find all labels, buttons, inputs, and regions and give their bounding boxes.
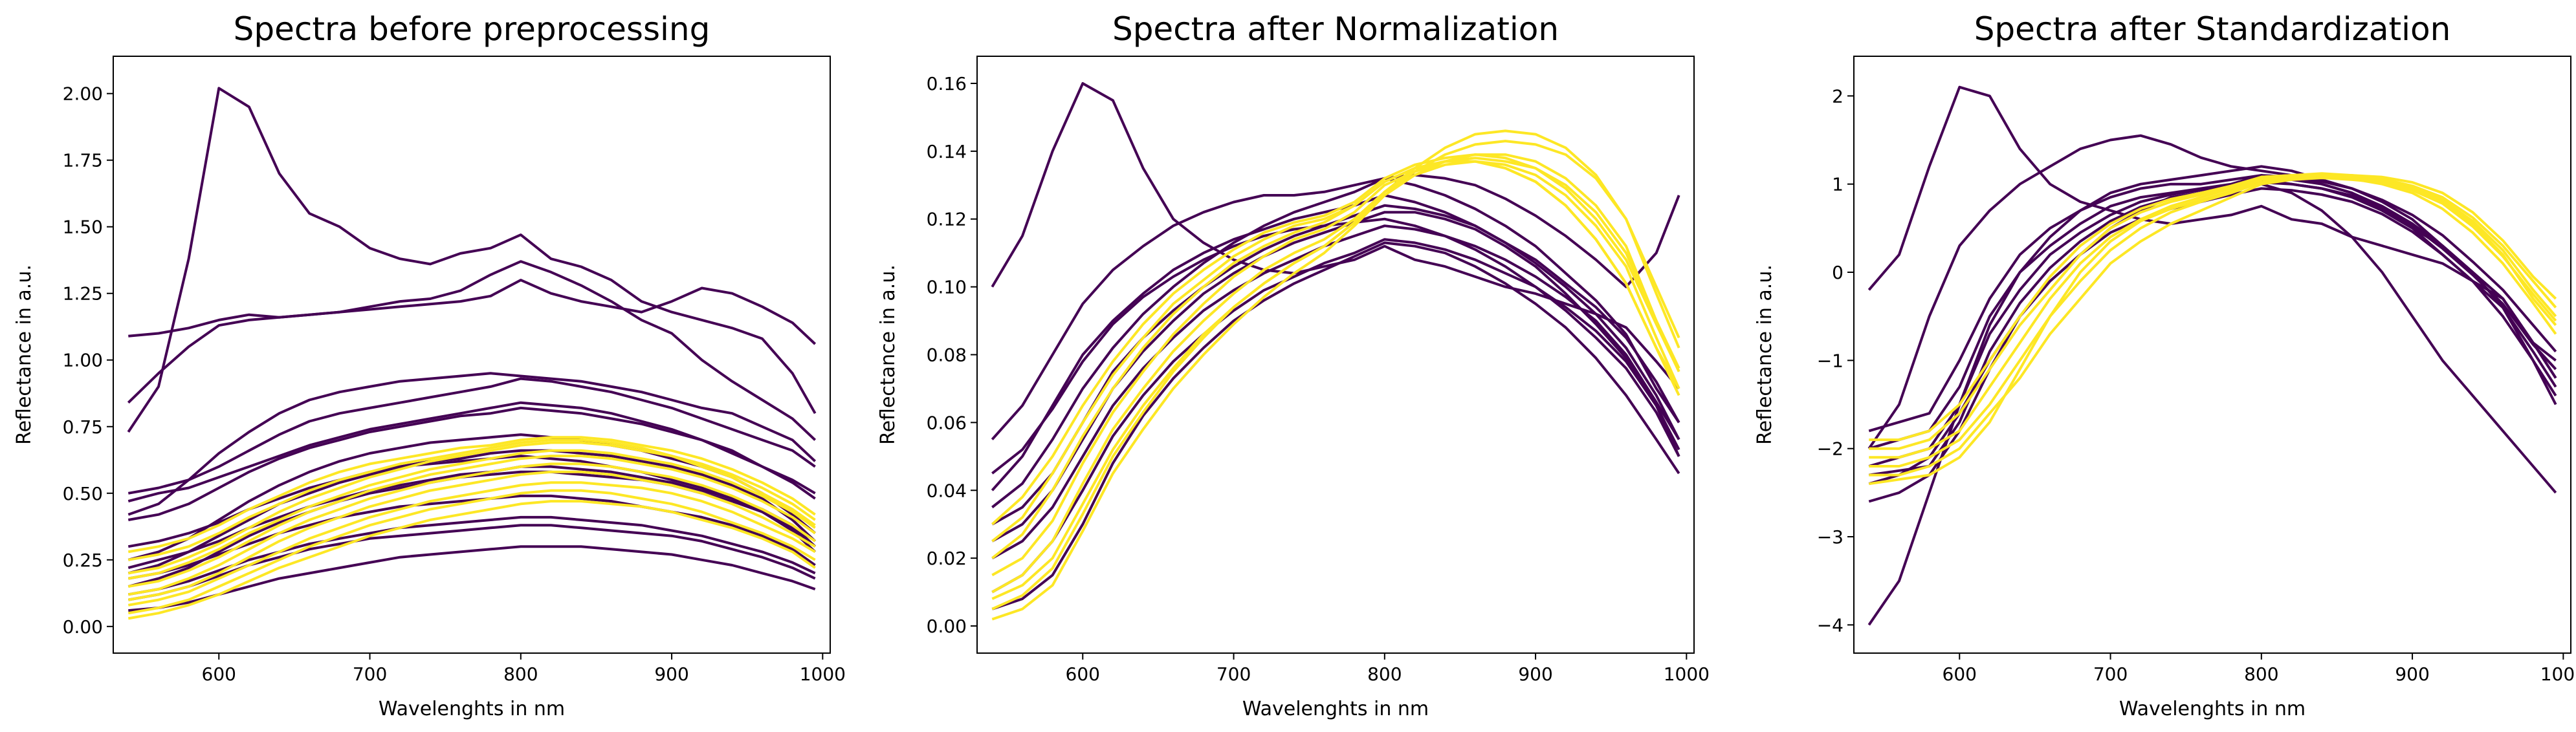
y-tick-label: −4: [1817, 614, 1844, 636]
series-line-purple-2: [128, 279, 817, 345]
series-line-purple-9: [127, 449, 817, 575]
series-line-yellow-3: [127, 455, 816, 588]
series-line-purple-1: [1867, 85, 2557, 379]
x-tick-label: 900: [2395, 663, 2429, 685]
y-tick-label: 1.50: [63, 217, 103, 238]
chart-panel-after-normalization: 600 700 800 900 1000 0.00 0.02 0.04 0.06 0.08 0.10…: [877, 10, 1710, 720]
chart-panel-after-standardization: 600 700 800 900 1000 −4 −3 −2 −1 0 1 2 Spectra after…: [1754, 10, 2576, 720]
series-layer: [127, 87, 817, 620]
x-tick-label: 1000: [800, 663, 846, 685]
series-line-purple-5: [1868, 174, 2557, 450]
x-axis-label: Wavelenghts in nm: [2119, 698, 2306, 720]
x-tick-label: 600: [202, 663, 236, 685]
series-line-purple-3: [127, 260, 817, 441]
series-line-yellow-9: [127, 449, 816, 580]
series-line-yellow-1: [1869, 177, 2557, 477]
axes-frame: [1853, 56, 2571, 654]
y-tick-label: −1: [1817, 350, 1844, 371]
y-tick-label: 0.04: [927, 480, 967, 501]
y-tick-label: 0.75: [63, 416, 103, 438]
series-line-purple-5: [127, 377, 816, 495]
series-layer: [991, 82, 1680, 621]
y-tick-label: 2.00: [63, 83, 103, 105]
y-tick-label: 0: [1832, 262, 1844, 283]
series-line-yellow-2: [991, 160, 1680, 594]
y-tick-label: 0.10: [927, 277, 967, 298]
x-axis-label: Wavelenghts in nm: [379, 698, 565, 720]
series-line-yellow-1: [991, 153, 1680, 621]
y-tick-label: −3: [1817, 526, 1844, 548]
y-tick-label: 0.50: [63, 483, 103, 504]
y-axis-label: Reflectance in a.u.: [13, 264, 36, 445]
y-tick-label: 0.02: [927, 548, 967, 569]
chart-title: Spectra after Standardization: [1974, 10, 2451, 48]
x-tick-label: 1000: [1664, 663, 1710, 685]
x-tick-label: 700: [2093, 663, 2128, 685]
y-tick-label: 0.14: [927, 141, 967, 162]
y-tick-label: 0.00: [927, 616, 967, 637]
y-tick-label: 1: [1832, 174, 1844, 195]
y-tick-label: 0.25: [63, 550, 103, 571]
series-line-purple-15: [127, 515, 816, 596]
y-tick-label: 0.08: [927, 345, 967, 366]
y-tick-label: 0.06: [927, 412, 967, 433]
x-tick-label: 600: [1943, 663, 1977, 685]
series-line-yellow-5: [127, 438, 816, 561]
series-line-purple-10: [991, 217, 1680, 475]
chart-title: Spectra before preprocessing: [234, 10, 710, 48]
y-axis-label: Reflectance in a.u.: [1754, 264, 1776, 445]
series-line-yellow-2: [1869, 174, 2557, 459]
series-line-yellow-6: [127, 481, 816, 607]
series-line-purple-16: [127, 494, 816, 580]
series-line-yellow-10: [127, 436, 816, 554]
series-line-yellow-6: [991, 156, 1680, 577]
y-tick-label: 1.75: [63, 150, 103, 171]
series-layer: [1867, 85, 2557, 626]
series-line-purple-7: [127, 401, 816, 503]
y-tick-label: 0.00: [63, 616, 103, 638]
series-line-yellow-8: [991, 129, 1680, 600]
series-line-yellow-7: [127, 462, 816, 596]
y-axis-label: Reflectance in a.u.: [877, 264, 899, 445]
series-line-yellow-8: [127, 500, 816, 620]
x-tick-label: 700: [1216, 663, 1251, 685]
axes-frame: [113, 56, 831, 654]
series-line-purple-4: [127, 372, 817, 516]
series-line-purple-2: [991, 177, 1680, 440]
y-tick-label: 0.12: [927, 209, 967, 230]
x-tick-label: 900: [1518, 663, 1552, 685]
x-tick-label: 600: [1066, 663, 1100, 685]
series-line-purple-14: [128, 545, 816, 612]
y-tick-label: −2: [1817, 438, 1844, 460]
x-tick-label: 800: [1367, 663, 1402, 685]
series-line-yellow-4: [991, 153, 1680, 526]
series-line-purple-8: [1868, 174, 2557, 433]
x-tick-label: 800: [2244, 663, 2278, 685]
series-line-yellow-5: [1869, 174, 2557, 468]
series-line-yellow-2: [127, 470, 816, 601]
y-tick-label: 1.00: [63, 350, 103, 371]
series-line-purple-1: [127, 87, 817, 433]
series-line-purple-8: [991, 173, 1680, 509]
series-line-yellow-6: [1869, 174, 2557, 442]
series-line-yellow-7: [991, 160, 1680, 543]
x-tick-label: 1000: [2540, 663, 2576, 685]
x-axis-label: Wavelenghts in nm: [1242, 698, 1429, 720]
y-tick-label: 0.16: [927, 73, 967, 94]
series-line-yellow-1: [127, 489, 816, 615]
series-line-purple-6: [991, 238, 1680, 594]
x-tick-label: 800: [503, 663, 538, 685]
series-line-yellow-3: [1869, 172, 2557, 486]
series-line-purple-7: [991, 241, 1680, 610]
x-tick-label: 900: [654, 663, 688, 685]
chart-panel-before-preprocessing: 600 700 800 900 1000 0.00 0.25 0.50 0.75 1.00 1.25…: [13, 10, 846, 720]
y-tick-label: 1.25: [63, 283, 103, 305]
chart-title: Spectra after Normalization: [1112, 10, 1559, 48]
x-tick-label: 700: [353, 663, 387, 685]
series-line-yellow-4: [127, 441, 816, 575]
y-tick-label: 2: [1832, 85, 1844, 107]
